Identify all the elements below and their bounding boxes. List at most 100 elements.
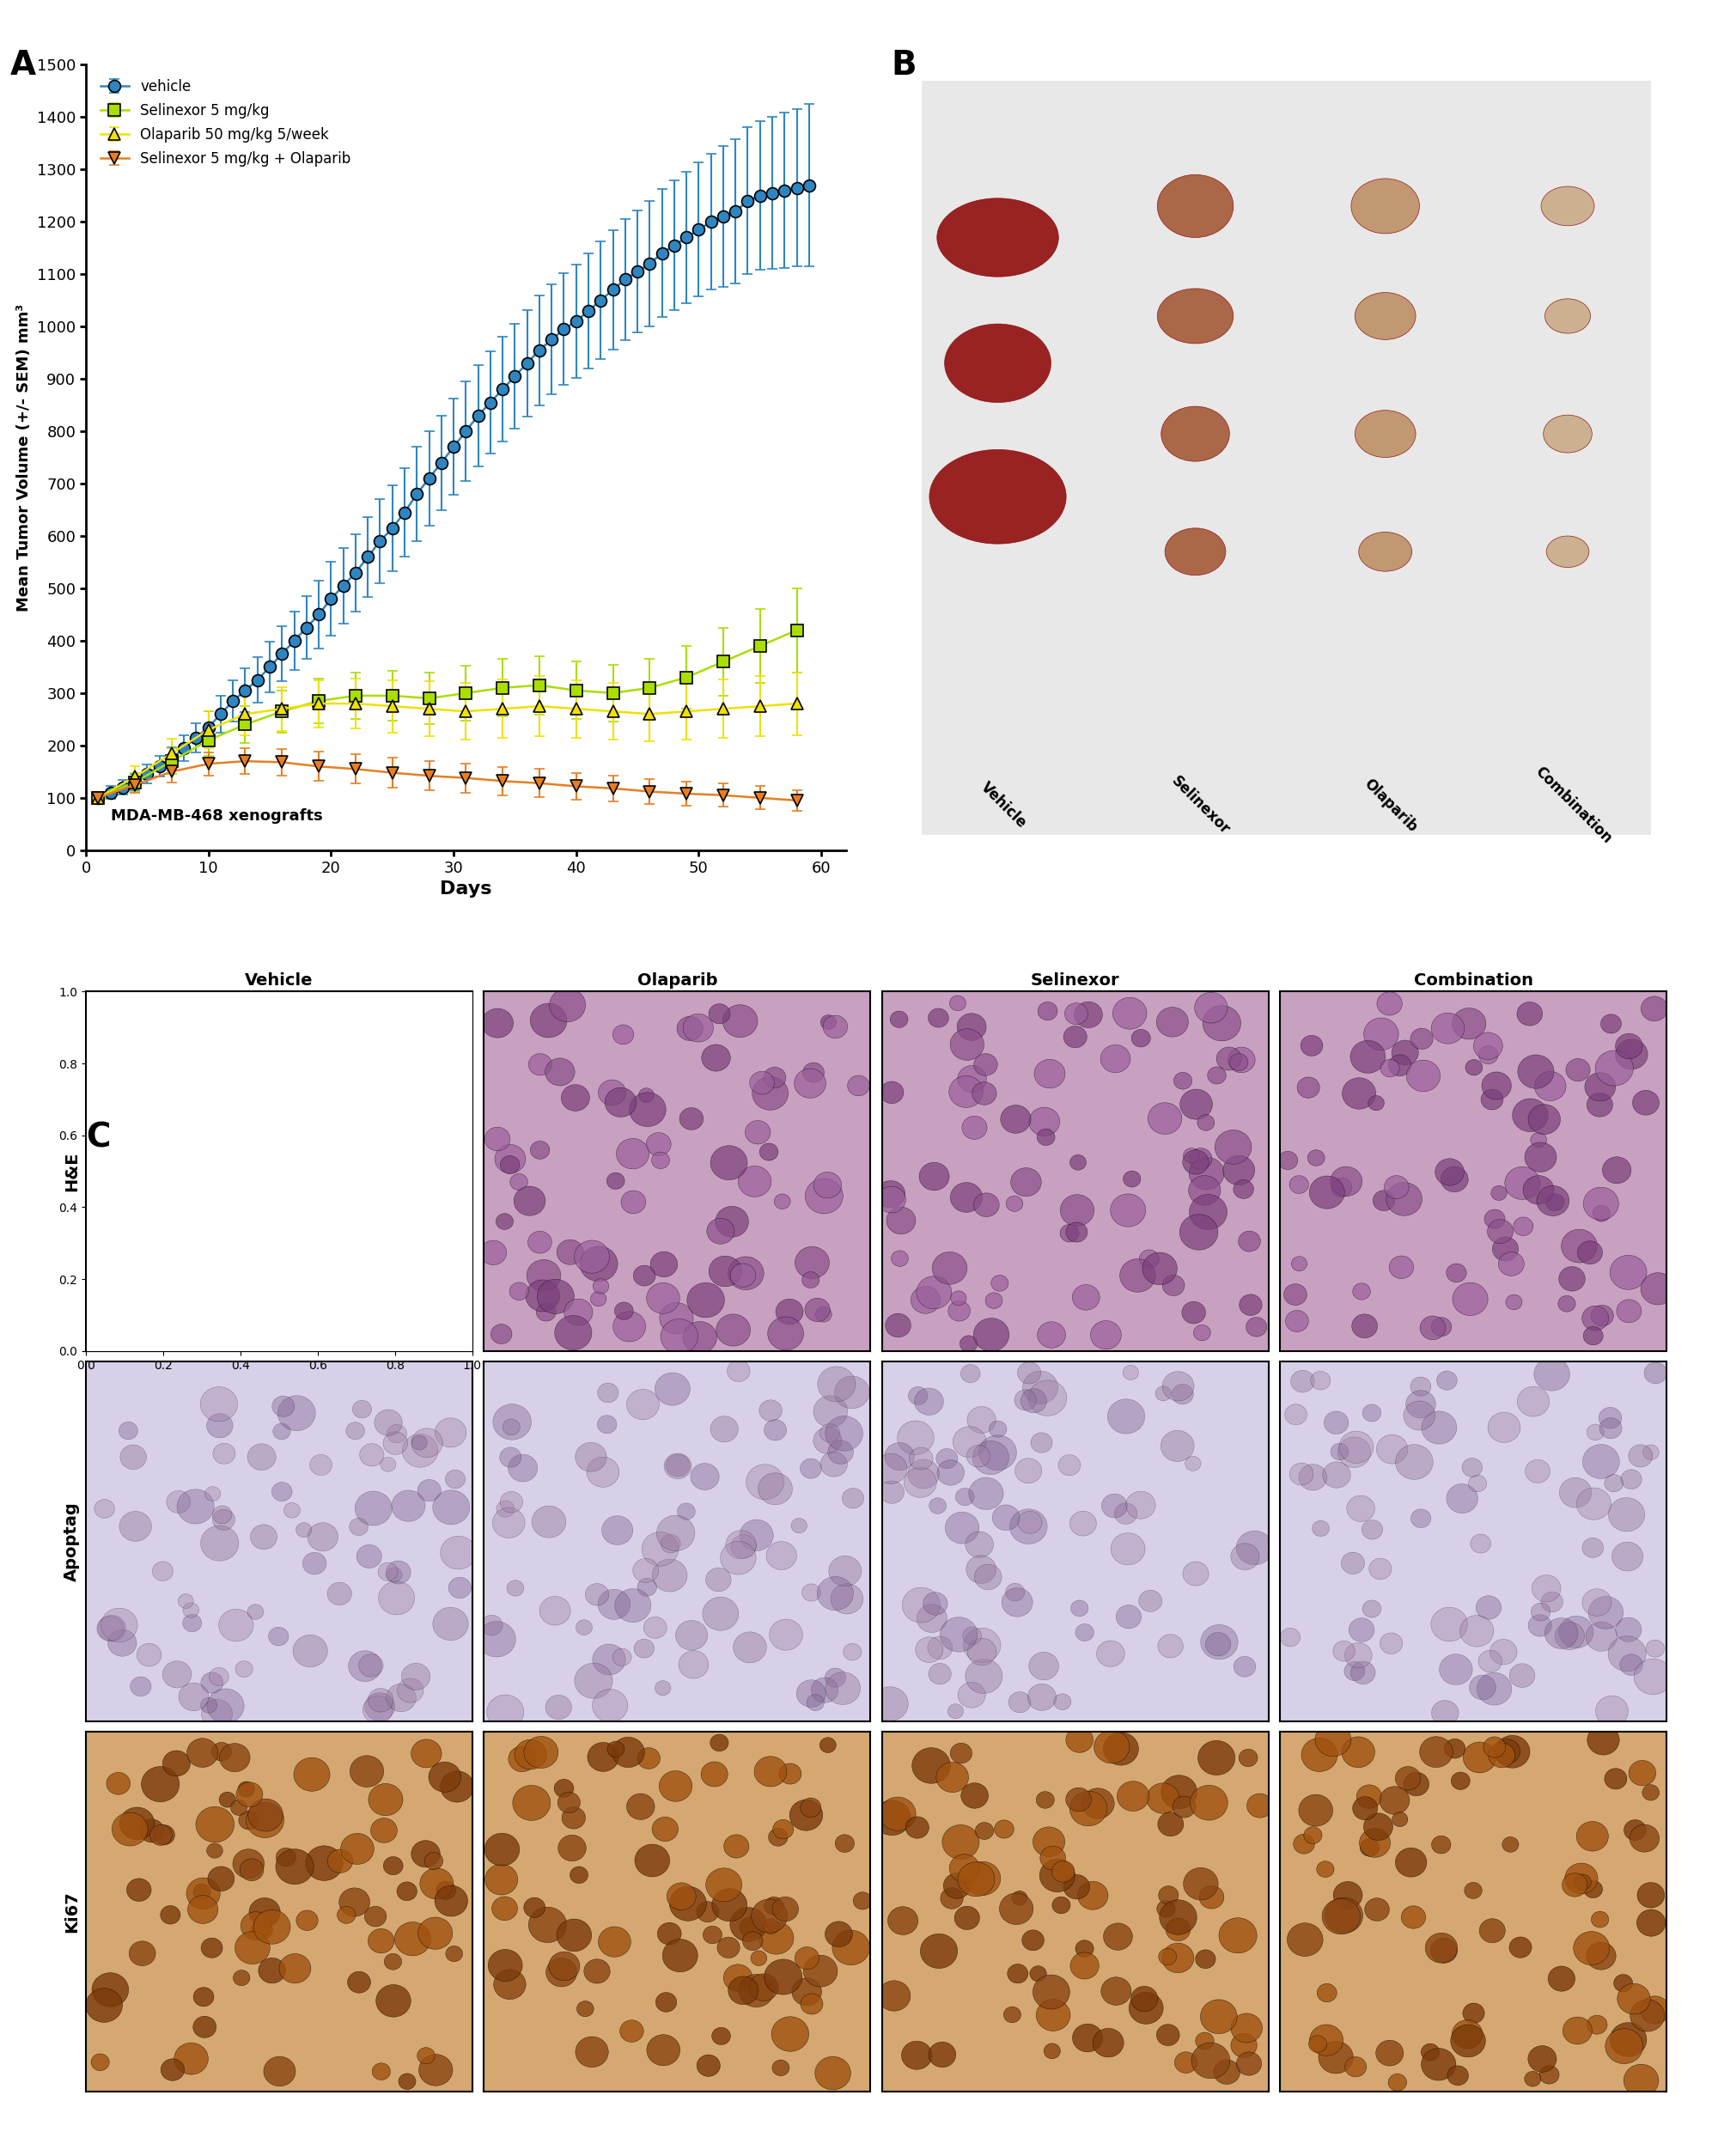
Circle shape (825, 1669, 845, 1688)
Circle shape (268, 1628, 289, 1645)
Circle shape (1163, 1371, 1194, 1401)
Circle shape (356, 1003, 376, 1022)
Circle shape (1596, 1050, 1634, 1087)
Circle shape (1070, 1156, 1086, 1171)
Circle shape (1577, 1488, 1611, 1520)
Circle shape (1161, 1943, 1194, 1973)
Ellipse shape (929, 451, 1067, 543)
Circle shape (251, 1524, 277, 1550)
Circle shape (751, 1899, 787, 1932)
Circle shape (1436, 1371, 1457, 1391)
Circle shape (598, 1080, 625, 1106)
Ellipse shape (936, 198, 1058, 276)
Circle shape (440, 1770, 474, 1802)
Circle shape (510, 1283, 529, 1300)
Circle shape (117, 1210, 144, 1235)
Circle shape (481, 1009, 514, 1037)
Circle shape (201, 1697, 216, 1714)
Circle shape (661, 1535, 680, 1552)
Circle shape (1347, 1496, 1374, 1522)
Ellipse shape (1158, 289, 1234, 343)
Circle shape (1562, 1874, 1587, 1897)
Circle shape (555, 1779, 574, 1798)
Circle shape (1292, 1257, 1307, 1272)
Circle shape (364, 1692, 395, 1720)
X-axis label: Days: Days (440, 880, 491, 897)
Circle shape (1228, 1048, 1256, 1074)
Circle shape (263, 2057, 295, 2087)
Circle shape (213, 1442, 235, 1464)
Circle shape (957, 1863, 995, 1897)
Circle shape (562, 1807, 586, 1828)
Circle shape (646, 2035, 680, 2065)
Circle shape (244, 1143, 280, 1175)
Circle shape (936, 1460, 964, 1485)
Circle shape (728, 1977, 758, 2005)
Circle shape (778, 1764, 801, 1785)
Circle shape (1115, 1503, 1137, 1524)
Circle shape (194, 1988, 213, 2007)
Circle shape (754, 1757, 787, 1787)
Circle shape (1464, 1742, 1496, 1772)
Circle shape (598, 1589, 631, 1619)
Circle shape (1608, 1498, 1644, 1531)
Circle shape (751, 1951, 766, 1966)
Circle shape (646, 1132, 672, 1156)
Circle shape (746, 1464, 783, 1501)
Circle shape (1388, 1054, 1410, 1076)
Circle shape (1318, 1984, 1337, 2003)
Circle shape (187, 1895, 218, 1923)
Circle shape (821, 1451, 847, 1477)
Circle shape (1541, 1591, 1563, 1613)
Circle shape (1534, 1072, 1567, 1102)
Circle shape (765, 1419, 787, 1440)
Circle shape (433, 1608, 469, 1641)
Circle shape (557, 1240, 584, 1266)
Circle shape (177, 1173, 198, 1192)
Circle shape (345, 1423, 364, 1440)
Circle shape (395, 1921, 431, 1955)
Circle shape (359, 1445, 385, 1466)
Circle shape (720, 1542, 756, 1574)
Circle shape (445, 1947, 462, 1962)
Circle shape (328, 1149, 349, 1169)
Circle shape (758, 1473, 792, 1505)
Circle shape (1479, 1919, 1505, 1943)
Circle shape (771, 1897, 799, 1921)
Circle shape (1488, 1412, 1520, 1442)
Circle shape (656, 1516, 694, 1550)
Circle shape (1029, 1108, 1060, 1136)
Circle shape (1290, 1371, 1314, 1393)
Circle shape (1053, 1695, 1070, 1710)
Circle shape (1070, 1953, 1100, 1979)
Circle shape (326, 1218, 361, 1250)
Circle shape (655, 1373, 691, 1406)
Circle shape (1357, 1785, 1381, 1809)
Circle shape (1352, 1796, 1378, 1820)
Circle shape (1452, 1009, 1486, 1039)
Circle shape (677, 1015, 703, 1041)
Circle shape (897, 1421, 935, 1455)
Circle shape (481, 1240, 507, 1266)
Circle shape (153, 1824, 175, 1846)
Circle shape (948, 1076, 983, 1108)
Circle shape (1338, 1432, 1374, 1464)
Ellipse shape (1543, 414, 1593, 453)
Circle shape (651, 1253, 677, 1276)
Circle shape (302, 1552, 326, 1574)
Circle shape (1477, 1673, 1512, 1705)
Circle shape (703, 1598, 739, 1630)
Circle shape (242, 1128, 259, 1143)
Circle shape (1294, 1835, 1314, 1854)
Circle shape (564, 1298, 593, 1326)
Circle shape (1182, 1149, 1209, 1175)
Circle shape (885, 1313, 911, 1337)
Circle shape (710, 1733, 728, 1751)
Circle shape (1203, 1005, 1240, 1041)
Circle shape (1230, 2033, 1258, 2057)
Circle shape (768, 1828, 787, 1846)
Circle shape (395, 1263, 416, 1283)
Circle shape (1419, 1736, 1453, 1768)
Circle shape (1620, 1654, 1642, 1675)
Text: MDA-MB-468 xenografts: MDA-MB-468 xenografts (110, 808, 323, 824)
